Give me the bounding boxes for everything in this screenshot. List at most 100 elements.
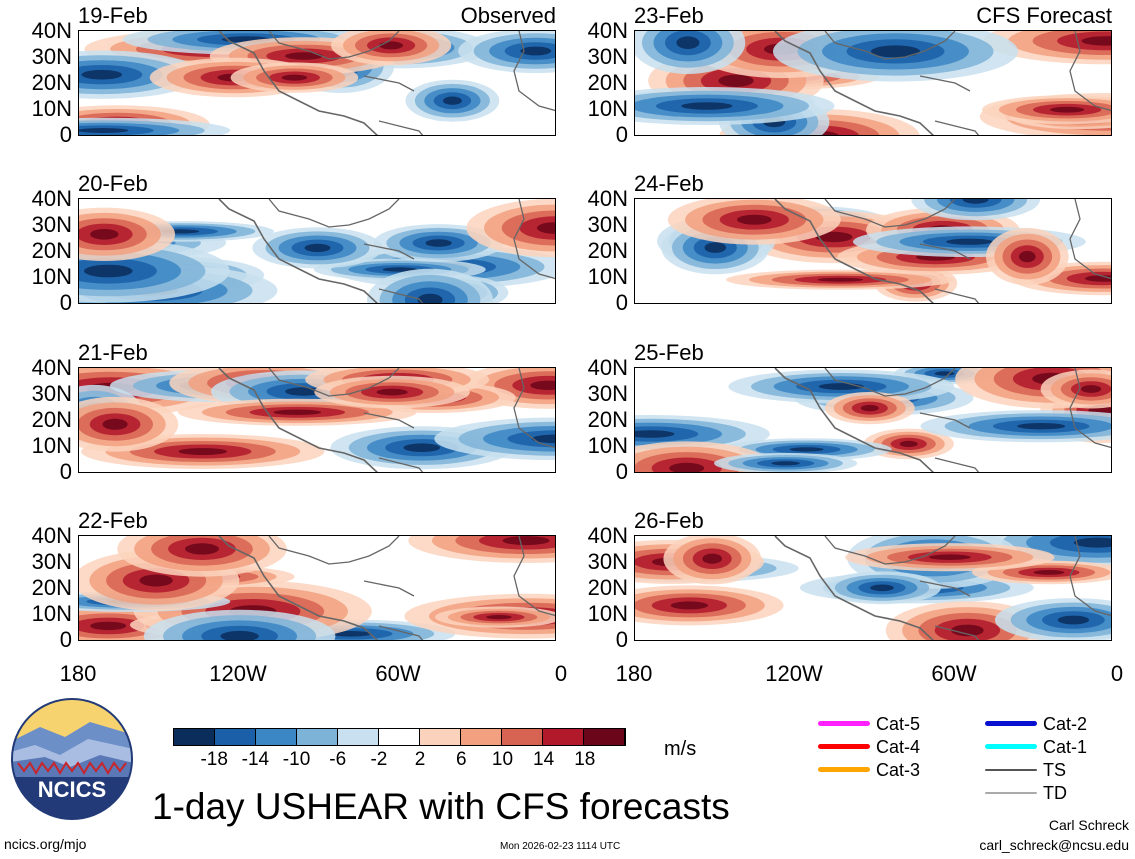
legend-swatch: [818, 767, 870, 772]
lat-label: 20N: [587, 238, 628, 263]
colorbar-swatch: [215, 729, 256, 745]
lat-label: 0: [59, 122, 72, 147]
colorbar-tick: -6: [329, 749, 347, 770]
lat-label: 10N: [587, 601, 628, 626]
observed-header: Observed: [460, 3, 556, 28]
author-name: Carl Schreck: [1048, 817, 1129, 833]
legend-swatch: [985, 792, 1037, 794]
colorbar-swatch: [502, 729, 543, 745]
colorbar-swatch: [584, 729, 625, 745]
lat-label: 30N: [587, 44, 628, 69]
panel-date: 24-Feb: [634, 171, 704, 196]
lat-label: 10N: [31, 264, 72, 289]
lat-label: 30N: [587, 212, 628, 237]
lat-label: 10N: [587, 96, 628, 121]
colorbar-swatch: [174, 729, 215, 745]
lat-label: 20N: [587, 407, 628, 432]
colorbar-swatch: [420, 729, 461, 745]
shear-map-panel: [78, 535, 556, 641]
lat-label: 20N: [587, 70, 628, 95]
panel-date: 21-Feb: [78, 340, 148, 365]
colorbar-swatch: [338, 729, 379, 745]
panel-date: 26-Feb: [634, 508, 704, 533]
colorbar-tick: -10: [282, 749, 311, 770]
lat-label: 20N: [31, 407, 72, 432]
colorbar-tick: 10: [491, 749, 514, 770]
legend-label: Cat-4: [876, 737, 921, 757]
panel-date: 20-Feb: [78, 171, 148, 196]
colorbar-swatch: [461, 729, 502, 745]
legend-label: Cat-1: [1043, 737, 1088, 757]
forecast-header: CFS Forecast: [976, 3, 1112, 28]
lat-label: 40N: [587, 186, 628, 211]
shear-map-panel: [634, 30, 1112, 136]
shear-map-panel: [634, 535, 1112, 641]
lat-label: 0: [615, 459, 628, 484]
lat-label: 20N: [31, 575, 72, 600]
panel-date: 25-Feb: [634, 340, 704, 365]
colorbar-swatch: [297, 729, 338, 745]
lon-label: 60W: [931, 661, 977, 686]
colorbar-tick: -18: [200, 749, 228, 770]
timestamp: Mon 2026-02-23 1114 UTC: [500, 841, 621, 852]
lat-label: 10N: [31, 601, 72, 626]
lat-label: 10N: [31, 433, 72, 458]
lat-label: 0: [615, 122, 628, 147]
shear-map-panel: [634, 198, 1112, 304]
legend-swatch: [818, 744, 870, 749]
shear-map-panel: [78, 367, 556, 473]
lat-label: 40N: [31, 18, 72, 43]
lat-label: 30N: [31, 381, 72, 406]
logo-text: NCICS: [38, 777, 106, 802]
lat-label: 30N: [31, 549, 72, 574]
lat-label: 30N: [31, 212, 72, 237]
shear-map-panel: [78, 198, 556, 304]
panel-date: 23-Feb: [634, 3, 704, 28]
ncics-logo: NCICS: [10, 697, 134, 821]
lat-label: 40N: [587, 523, 628, 548]
colorbar-swatch: [543, 729, 584, 745]
lon-label: 180: [59, 661, 97, 686]
lat-label: 20N: [31, 70, 72, 95]
lat-label: 0: [615, 290, 628, 315]
colorbar-tick: 2: [414, 749, 426, 770]
lat-label: 40N: [587, 18, 628, 43]
legend-label: TS: [1043, 760, 1067, 780]
colorbar-tick: 14: [533, 749, 555, 770]
legend-label: Cat-3: [876, 760, 921, 780]
lon-label: 60W: [375, 661, 421, 686]
legend-swatch: [985, 744, 1037, 749]
shear-map-panel: [78, 30, 556, 136]
lat-label: 20N: [587, 575, 628, 600]
colorbar-swatch: [379, 729, 420, 745]
lat-label: 10N: [587, 433, 628, 458]
author-email: carl_schreck@ncsu.edu: [979, 837, 1129, 853]
lon-label: 0: [554, 661, 568, 686]
legend-label: Cat-2: [1043, 714, 1088, 734]
colorbar-tick: 18: [574, 749, 596, 770]
site-url: ncics.org/mjo: [4, 836, 87, 852]
colorbar-swatch: [256, 729, 297, 745]
lat-label: 30N: [31, 44, 72, 69]
lat-label: 10N: [31, 96, 72, 121]
lon-label: 180: [615, 661, 653, 686]
lat-label: 40N: [31, 186, 72, 211]
lat-label: 20N: [31, 238, 72, 263]
lat-label: 30N: [587, 549, 628, 574]
lon-label: 120W: [209, 661, 267, 686]
lat-label: 40N: [31, 355, 72, 380]
colorbar-units: m/s: [664, 738, 697, 760]
lat-label: 40N: [587, 355, 628, 380]
lat-label: 0: [59, 290, 72, 315]
lat-label: 40N: [31, 523, 72, 548]
panel-date: 22-Feb: [78, 508, 148, 533]
colorbar-tick: -14: [241, 749, 270, 770]
lon-label: 120W: [765, 661, 823, 686]
legend-swatch: [985, 769, 1037, 771]
lat-label: 0: [59, 459, 72, 484]
main-title: 1-day USHEAR with CFS forecasts: [152, 786, 730, 827]
legend-label: TD: [1043, 783, 1067, 803]
lat-label: 10N: [587, 264, 628, 289]
legend-swatch: [985, 721, 1037, 726]
shear-map-panel: [634, 367, 1112, 473]
